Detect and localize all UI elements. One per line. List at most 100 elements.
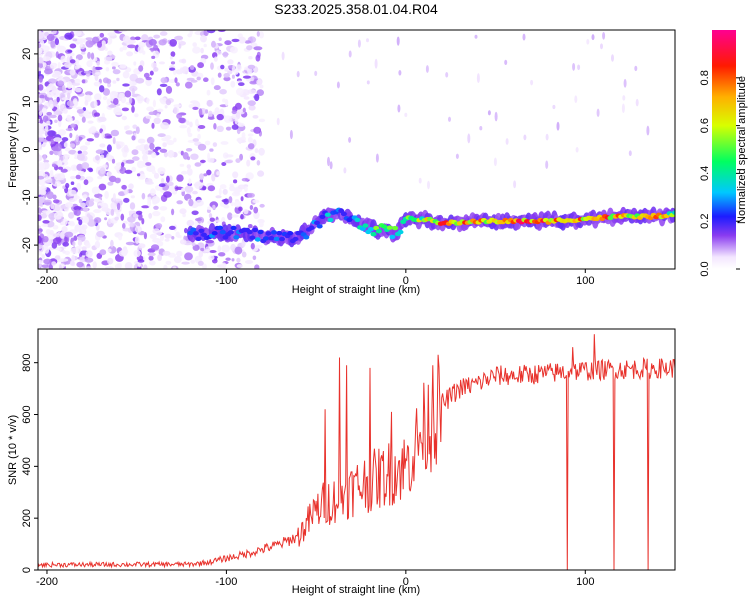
noise-speckle [197,62,205,69]
noise-speckle [38,162,46,170]
noise-speckle [82,194,88,199]
noise-speckle [172,191,178,195]
noise-speckle [235,158,241,164]
noise-speckle [217,245,222,253]
noise-speckle [195,217,202,222]
noise-speckle [88,168,94,173]
noise-speckle [166,181,174,186]
noise-speckle [73,206,82,211]
x-tick-label: 0 [403,576,409,588]
noise-speckle [255,54,261,62]
noise-speckle [54,38,60,46]
noise-speckle [62,250,66,254]
noise-speckle [92,198,101,202]
noise-speckle [222,51,229,58]
noise-speckle [46,191,54,200]
noise-speckle [112,137,116,145]
noise-speckle [105,67,110,72]
noise-speckle [66,100,75,107]
noise-speckle [75,58,79,66]
noise-speckle [247,136,253,143]
noise-speckle [62,108,68,114]
noise-speckle [241,177,249,182]
noise-speckle [152,200,157,205]
noise-speckle [77,150,82,155]
noise-speckle [236,264,244,268]
noise-speckle [577,64,581,71]
noise-speckle [63,141,69,148]
noise-speckle [206,169,212,176]
noise-speckle [147,115,152,119]
noise-speckle [256,160,261,166]
noise-speckle [135,145,144,151]
noise-speckle [51,261,57,266]
noise-speckle [100,154,105,159]
noise-speckle [90,52,95,60]
noise-speckle [247,224,253,229]
noise-speckle [52,237,62,244]
noise-speckle [176,113,183,119]
noise-speckle [160,122,170,130]
noise-speckle [235,64,242,72]
noise-speckle [75,174,81,180]
noise-speckle [169,56,173,60]
noise-speckle [59,264,62,269]
noise-speckle [68,212,75,219]
noise-speckle [227,70,233,75]
noise-speckle [107,248,112,253]
noise-speckle [190,153,199,160]
noise-speckle [38,188,42,196]
noise-speckle [59,231,66,239]
noise-speckle [348,50,352,58]
noise-speckle [216,125,224,132]
noise-speckle [141,192,146,200]
noise-speckle [76,109,85,114]
noise-speckle [57,166,64,170]
spectrogram-y-ticks: -20 -10 0 10 20 [21,48,38,253]
x-tick-label: -200 [36,275,58,287]
noise-speckle [250,76,255,82]
noise-speckle [522,33,526,41]
noise-speckle [238,36,246,44]
noise-speckle [57,159,62,166]
noise-speckle [106,144,112,153]
noise-speckle [200,35,207,43]
noise-speckle [185,81,193,89]
noise-speckle [207,206,212,211]
snr-series-line [38,334,675,570]
noise-speckle [169,39,177,47]
noise-speckle [38,244,43,250]
noise-speckle [107,82,112,88]
noise-speckle [106,98,111,106]
noise-speckle [88,111,93,115]
noise-speckle [93,100,98,108]
x-tick-label: 100 [576,275,594,287]
noise-speckle [134,225,142,233]
noise-speckle [247,143,255,150]
noise-speckle [222,98,227,103]
noise-speckle [195,118,199,127]
ridge-core [233,235,240,240]
noise-speckle [94,74,99,81]
noise-speckle [122,227,131,232]
noise-speckle [575,147,579,153]
ridge-core [324,212,331,217]
noise-speckle [184,185,194,193]
noise-speckle [74,209,81,216]
noise-speckle [125,130,134,135]
noise-speckle [153,117,161,125]
noise-speckle [83,179,89,186]
noise-speckle [178,43,182,49]
noise-speckle [192,46,201,54]
noise-speckle [137,259,145,263]
noise-speckle [155,223,163,229]
noise-speckle [38,186,43,191]
noise-speckle [166,139,175,146]
noise-speckle [646,125,650,136]
noise-speckle [84,99,89,106]
noise-speckle [188,104,195,109]
y-tick-label: 0 [21,146,33,152]
noise-speckle [256,31,260,37]
ridge-core [211,231,218,236]
noise-speckle [243,96,250,100]
